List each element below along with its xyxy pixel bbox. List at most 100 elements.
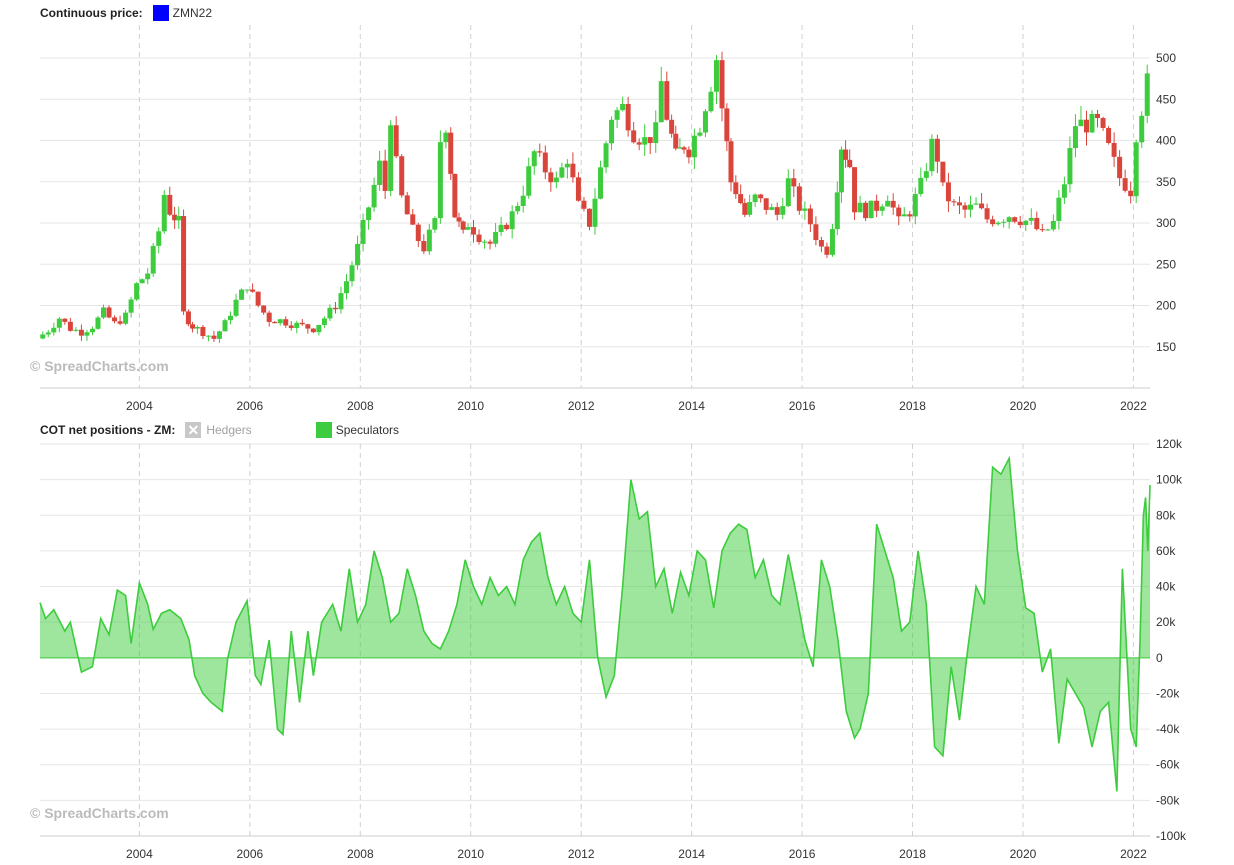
candle-body <box>708 91 714 112</box>
candle-body <box>1017 221 1023 225</box>
candle-body <box>1106 127 1112 143</box>
price-y-tick-label: 250 <box>1156 257 1176 271</box>
candle-body <box>834 192 840 230</box>
candle-body <box>332 307 338 310</box>
candle-body <box>1050 220 1056 230</box>
candle-body <box>89 328 95 333</box>
candle-body <box>669 119 675 134</box>
candle-body <box>575 177 581 201</box>
candle-body <box>1072 126 1078 149</box>
candle-body <box>393 125 399 157</box>
candle-body <box>874 200 880 211</box>
candle-body <box>211 335 217 339</box>
candle-body <box>255 291 261 306</box>
speculators-line <box>39 455 1151 792</box>
candle-body <box>724 108 730 142</box>
cot-y-tick-label: 0 <box>1156 651 1163 665</box>
candle-body <box>1039 229 1045 231</box>
candle-body <box>984 208 990 220</box>
candle-body <box>1012 217 1018 222</box>
candle-body <box>852 167 858 213</box>
candle-body <box>995 222 1001 225</box>
cot-chart-title: COT net positions - ZM: <box>40 423 176 437</box>
cot-y-tick-label: -40k <box>1156 722 1180 736</box>
candle-body <box>316 324 322 333</box>
candle-body <box>134 283 140 300</box>
candle-body <box>62 318 68 322</box>
candle-body <box>487 241 493 244</box>
candle-body <box>78 329 84 336</box>
candle-body <box>410 214 416 225</box>
candle-body <box>40 334 46 339</box>
candle-body <box>84 332 90 336</box>
candle-body <box>719 60 725 109</box>
cot-x-tick-label: 2008 <box>347 847 374 861</box>
candle-body <box>1045 229 1051 231</box>
cot-y-tick-label: 80k <box>1156 508 1176 522</box>
cot-x-tick-label: 2004 <box>126 847 153 861</box>
cot-x-tick-label: 2022 <box>1120 847 1147 861</box>
candle-body <box>482 241 488 243</box>
cot-y-tick-label: -20k <box>1156 686 1180 700</box>
candle-body <box>940 161 946 183</box>
candle-body <box>465 227 471 230</box>
candle-body <box>228 315 234 321</box>
candle-body <box>990 219 996 225</box>
price-y-tick-label: 450 <box>1156 92 1176 106</box>
candle-body <box>713 60 719 92</box>
candle-body <box>185 311 191 325</box>
candle-body <box>452 173 458 218</box>
candle-body <box>244 289 250 291</box>
legend-item-hedgers[interactable]: ✕ Hedgers <box>185 422 252 438</box>
candle-body <box>813 224 819 241</box>
candle-body <box>310 328 316 333</box>
price-x-tick-label: 2020 <box>1010 399 1037 413</box>
candle-body <box>863 202 869 219</box>
candle-body <box>791 178 797 187</box>
candle-body <box>476 234 482 243</box>
candle-body <box>742 203 748 215</box>
candle-body <box>677 147 683 149</box>
candle-body <box>747 202 753 215</box>
candle-body <box>1100 118 1106 128</box>
candle-body <box>1122 178 1128 191</box>
candle-body <box>763 198 769 210</box>
candle-body <box>728 141 734 183</box>
candle-body <box>691 135 697 158</box>
candle-body <box>1028 217 1034 221</box>
price-y-tick-label: 150 <box>1156 340 1176 354</box>
candle-body <box>673 133 679 149</box>
price-x-tick-label: 2004 <box>126 399 153 413</box>
candle-body <box>349 265 355 282</box>
candle-body <box>205 335 211 337</box>
candle-body <box>636 142 642 145</box>
candle-body <box>294 322 300 328</box>
candle-body <box>802 208 808 211</box>
candle-body <box>807 208 813 225</box>
candle-body <box>399 156 405 196</box>
candle-body <box>752 194 758 203</box>
candle-body <box>404 195 410 215</box>
candle-body <box>1001 221 1007 223</box>
price-chart-title: Continuous price: <box>40 6 143 20</box>
candle-body <box>923 171 929 178</box>
candle-body <box>415 224 421 242</box>
cot-y-tick-label: 120k <box>1156 437 1183 451</box>
candle-body <box>1083 119 1089 133</box>
candle-body <box>890 200 896 208</box>
legend-item-zmn22[interactable]: ZMN22 <box>152 5 212 21</box>
candle-body <box>371 184 377 208</box>
candle-body <box>531 151 537 167</box>
candle-body <box>1006 217 1012 222</box>
cot-x-tick-label: 2020 <box>1010 847 1037 861</box>
candle-body <box>664 81 670 120</box>
candle-body <box>847 159 853 168</box>
candle-body <box>471 227 477 235</box>
candle-body <box>216 331 222 339</box>
candle-body <box>305 324 311 329</box>
cot-x-tick-label: 2018 <box>899 847 926 861</box>
cot-y-tick-label: 60k <box>1156 544 1176 558</box>
legend-item-speculators[interactable]: Speculators <box>315 422 399 438</box>
candle-body <box>758 194 764 199</box>
